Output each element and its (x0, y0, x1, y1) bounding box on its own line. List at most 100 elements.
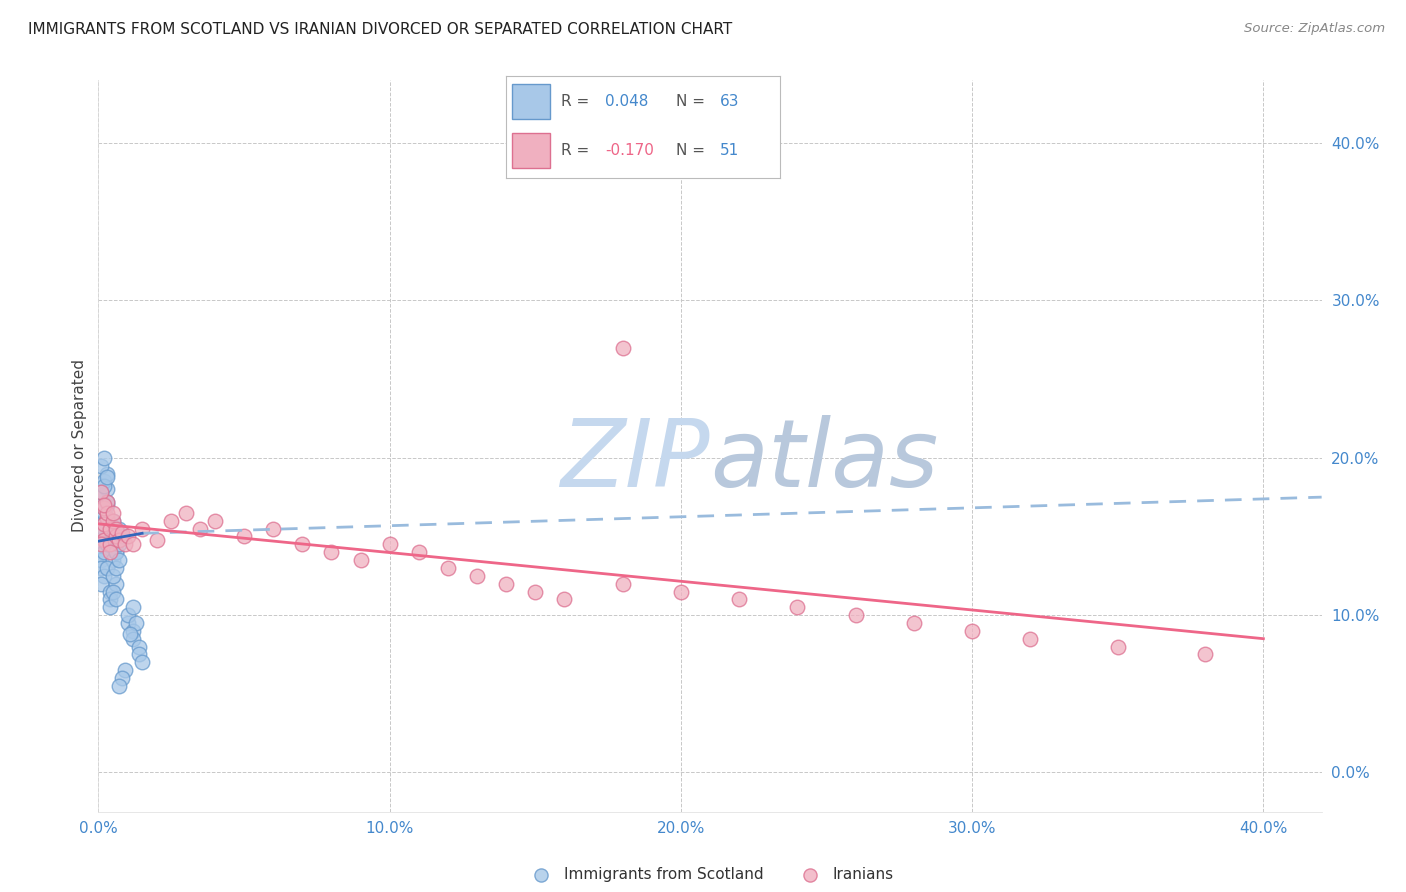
Point (96, 506, 118, 520)
Text: -0.170: -0.170 (605, 144, 654, 158)
Point (104, 537, 127, 551)
Point (108, 533, 131, 547)
Point (96, 495, 118, 509)
Point (145, 533, 167, 547)
Point (612, 576, 634, 591)
Point (93, 533, 115, 547)
Point (349, 553, 371, 567)
Point (131, 655, 153, 669)
Point (960, 624, 983, 638)
Point (98, 600, 121, 615)
Point (117, 615, 139, 630)
Point (120, 627, 142, 641)
Point (174, 506, 197, 520)
Point (408, 545, 430, 559)
Point (96, 482, 118, 496)
Point (233, 529, 256, 543)
Point (128, 648, 150, 662)
Point (1194, 648, 1216, 662)
Point (101, 514, 124, 528)
Text: N =: N = (676, 144, 706, 158)
Point (93, 475, 115, 489)
Text: ZIP: ZIP (561, 415, 710, 506)
Point (90, 522, 112, 536)
Point (98, 584, 121, 599)
Point (437, 561, 460, 575)
Point (93, 479, 115, 493)
Point (90, 485, 112, 500)
Point (1107, 640, 1129, 654)
Point (93, 516, 115, 531)
Point (104, 522, 127, 536)
Point (101, 584, 124, 599)
Point (188, 522, 212, 536)
Point (114, 537, 136, 551)
Point (96, 498, 118, 512)
Point (93, 522, 115, 536)
Point (101, 553, 124, 567)
Point (90, 576, 112, 591)
Point (98, 545, 121, 559)
Point (117, 608, 139, 623)
Text: 63: 63 (720, 94, 740, 109)
Point (98, 537, 121, 551)
Point (1019, 632, 1042, 646)
Point (96, 467, 118, 481)
Bar (512, 133, 550, 168)
Point (465, 568, 488, 582)
Point (90, 485, 112, 500)
Point (101, 514, 124, 528)
Point (104, 545, 127, 559)
Point (96, 495, 118, 509)
Point (104, 576, 127, 591)
Point (262, 522, 284, 536)
Point (104, 529, 127, 543)
Point (108, 537, 131, 551)
Point (96, 537, 118, 551)
Point (612, 341, 634, 355)
Point (93, 545, 115, 559)
Point (90, 549, 112, 563)
Point (104, 561, 127, 575)
Text: R =: R = (561, 94, 589, 109)
Point (93, 501, 115, 516)
Point (93, 501, 115, 516)
Point (90, 537, 112, 551)
Point (160, 514, 183, 528)
Point (122, 600, 145, 615)
Text: 51: 51 (720, 144, 740, 158)
Point (96, 510, 118, 524)
Point (104, 592, 127, 607)
Point (114, 663, 136, 677)
Y-axis label: Divorced or Separated: Divorced or Separated (72, 359, 87, 533)
Point (122, 624, 145, 638)
Point (90, 533, 112, 547)
Text: IMMIGRANTS FROM SCOTLAND VS IRANIAN DIVORCED OR SEPARATED CORRELATION CHART: IMMIGRANTS FROM SCOTLAND VS IRANIAN DIVO… (28, 22, 733, 37)
Point (96, 561, 118, 575)
Point (104, 545, 127, 559)
Point (669, 584, 692, 599)
Point (98, 592, 121, 607)
Point (117, 529, 139, 543)
Point (96, 529, 118, 543)
Point (111, 529, 134, 543)
Point (553, 592, 575, 607)
Point (903, 615, 925, 630)
Text: Source: ZipAtlas.com: Source: ZipAtlas.com (1244, 22, 1385, 36)
Text: R =: R = (561, 144, 589, 158)
Text: atlas: atlas (710, 415, 938, 506)
Point (108, 522, 131, 536)
Text: 0.048: 0.048 (605, 94, 648, 109)
Point (728, 592, 751, 607)
Text: N =: N = (676, 94, 706, 109)
Point (291, 537, 314, 551)
Point (845, 608, 868, 623)
Point (93, 516, 115, 531)
Point (321, 545, 343, 559)
Point (90, 561, 112, 575)
Point (122, 537, 145, 551)
Point (90, 490, 112, 504)
Point (378, 537, 401, 551)
Point (122, 632, 145, 646)
Point (93, 450, 115, 465)
